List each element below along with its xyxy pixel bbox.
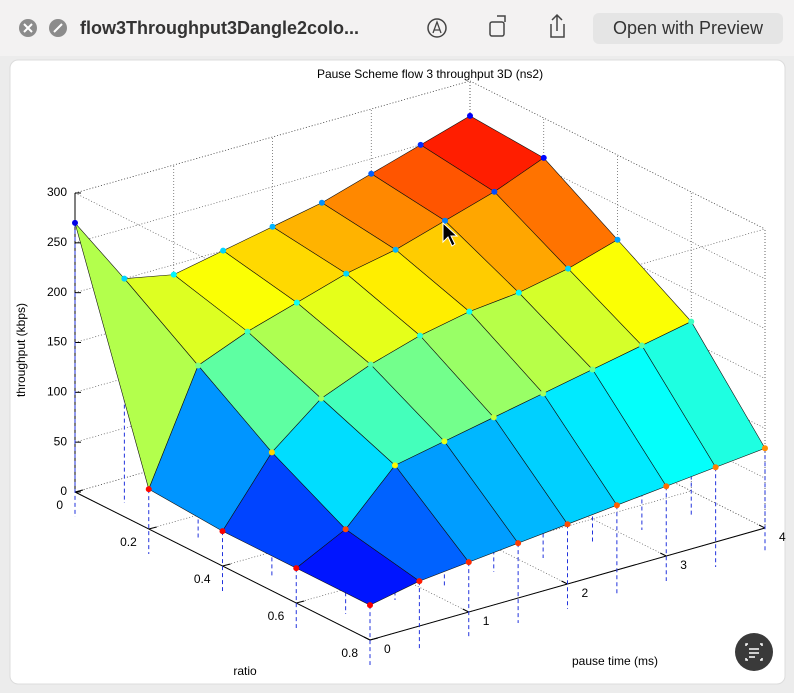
z-tick-label: 250 bbox=[47, 235, 67, 249]
z-grid-line bbox=[469, 80, 766, 230]
x-tick bbox=[561, 580, 568, 585]
vertex-marker bbox=[466, 308, 473, 315]
chart-title: Pause Scheme flow 3 throughput 3D (ns2) bbox=[317, 67, 543, 81]
vertex-marker bbox=[318, 395, 325, 402]
plot: 0 50 100 150 200 250 300 0 0.2 0.4 0.6 0.8 0 1 2 3 4 bbox=[47, 80, 786, 665]
vertex-marker bbox=[417, 332, 423, 339]
z-tick-label: 200 bbox=[47, 285, 67, 299]
x-tick-label: 2 bbox=[582, 586, 589, 600]
vertex-marker bbox=[342, 526, 349, 533]
vertex-marker bbox=[417, 141, 424, 148]
vertex-marker bbox=[638, 342, 645, 349]
x-tick-label: 0 bbox=[384, 642, 391, 656]
z-grid-line bbox=[74, 80, 471, 194]
vertex-marker bbox=[589, 366, 596, 373]
y-tick bbox=[296, 600, 305, 604]
window-title: flow3Throughput3Dangle2colo... bbox=[80, 18, 359, 38]
mouse-cursor bbox=[442, 221, 459, 247]
z-tick-label: 300 bbox=[47, 185, 67, 199]
vertex-marker bbox=[145, 486, 152, 493]
vertex-marker bbox=[293, 565, 300, 572]
x-tick-label: 3 bbox=[680, 558, 687, 572]
vertex-marker bbox=[467, 112, 473, 119]
box-edge bbox=[369, 228, 766, 342]
vertex-marker bbox=[564, 521, 571, 528]
x-tick-label: 1 bbox=[483, 614, 490, 628]
vertex-marker bbox=[465, 559, 472, 566]
vertex-marker bbox=[244, 328, 251, 335]
z-tick-label: 50 bbox=[54, 434, 68, 448]
x-tick bbox=[363, 636, 371, 641]
z-tick-label: 100 bbox=[47, 385, 67, 399]
y-tick bbox=[148, 526, 157, 530]
open-preview-label: Open with Preview bbox=[613, 18, 764, 38]
x-tick bbox=[462, 608, 469, 613]
vertex-marker bbox=[392, 246, 399, 253]
vertex-marker bbox=[441, 438, 448, 445]
open-preview-button[interactable] bbox=[593, 13, 783, 44]
vertex-marker bbox=[762, 445, 768, 452]
vertex-marker bbox=[490, 414, 497, 421]
vertex-marker bbox=[491, 188, 498, 195]
x-tick bbox=[758, 524, 766, 529]
vertex-marker bbox=[663, 483, 670, 490]
vertex-marker bbox=[293, 299, 300, 306]
vertex-marker bbox=[392, 462, 398, 469]
vertex-marker bbox=[416, 578, 423, 585]
vertex-marker bbox=[195, 362, 202, 369]
vertex-marker bbox=[540, 390, 547, 397]
vertex-marker bbox=[515, 289, 522, 296]
vertex-marker bbox=[72, 219, 78, 226]
vertex-marker bbox=[565, 265, 572, 272]
vertex-marker bbox=[540, 154, 547, 161]
vertex-marker bbox=[367, 602, 373, 609]
x-tick bbox=[660, 552, 667, 557]
y-tick-label: 0.8 bbox=[341, 646, 358, 660]
fullscreen-icon bbox=[53, 23, 63, 33]
vertex-marker bbox=[219, 528, 226, 535]
share-button[interactable] bbox=[550, 13, 565, 38]
vertex-marker bbox=[269, 223, 276, 230]
markup-button[interactable] bbox=[427, 18, 447, 38]
vertex-marker bbox=[515, 540, 522, 547]
vertex-marker bbox=[220, 247, 227, 254]
vertex-marker bbox=[614, 236, 621, 243]
y-tick-label: 0.6 bbox=[268, 609, 285, 623]
y-tick-label: 0.2 bbox=[120, 535, 137, 549]
vertex-marker bbox=[318, 199, 325, 206]
y-tick-label: 0.4 bbox=[194, 572, 211, 586]
z-tick-label: 150 bbox=[47, 335, 67, 349]
vertex-marker bbox=[170, 271, 177, 278]
y-grid-line bbox=[296, 490, 692, 604]
y-tick bbox=[369, 637, 379, 641]
z-tick-label: 0 bbox=[60, 484, 67, 498]
x-axis-label: pause time (ms) bbox=[572, 654, 658, 668]
vertex-marker bbox=[121, 275, 128, 282]
markup-icon bbox=[432, 20, 442, 34]
y-tick-label: 0 bbox=[56, 498, 63, 512]
vertex-marker bbox=[368, 170, 375, 177]
vertex-marker bbox=[343, 270, 350, 277]
y-axis-label: ratio bbox=[233, 664, 257, 678]
vertex-marker bbox=[712, 464, 719, 471]
rotate-button[interactable] bbox=[489, 21, 505, 37]
vertex-marker bbox=[442, 217, 448, 224]
vertex-marker bbox=[613, 502, 620, 509]
rotate-icon bbox=[497, 15, 506, 22]
z-axis-label: throughput (kbps) bbox=[14, 303, 28, 397]
close-icon bbox=[23, 23, 33, 33]
vertex-marker bbox=[367, 361, 374, 368]
live-text-icon bbox=[745, 643, 763, 661]
live-text-button[interactable] bbox=[735, 633, 773, 671]
y-tick bbox=[222, 563, 231, 567]
z-grid-line bbox=[74, 130, 471, 244]
y-tick bbox=[74, 489, 84, 493]
x-tick-label: 4 bbox=[779, 530, 786, 544]
vertex-marker bbox=[268, 449, 275, 456]
vertex-marker bbox=[688, 318, 695, 325]
